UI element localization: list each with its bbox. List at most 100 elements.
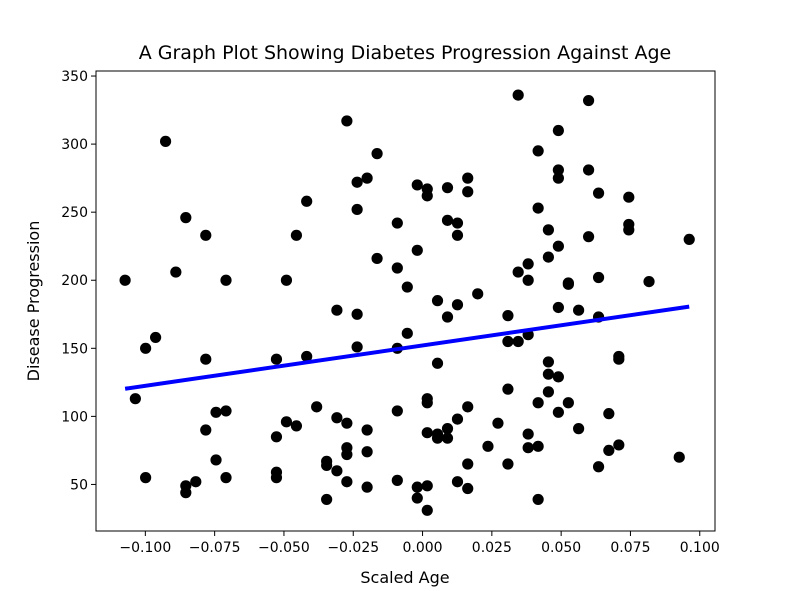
data-point xyxy=(522,258,534,270)
data-point xyxy=(512,335,524,348)
data-point xyxy=(210,406,222,418)
data-point xyxy=(270,431,283,443)
data-point xyxy=(431,432,444,444)
data-point xyxy=(331,304,343,316)
data-point xyxy=(331,412,343,424)
data-point xyxy=(441,432,454,444)
data-point xyxy=(391,405,403,417)
data-point xyxy=(522,442,534,454)
data-point xyxy=(431,295,444,307)
data-point xyxy=(482,440,494,452)
y-tick-label: 300 xyxy=(61,137,88,153)
data-point xyxy=(280,416,293,428)
data-point xyxy=(592,187,605,199)
data-point xyxy=(441,182,454,194)
data-point xyxy=(341,417,353,429)
y-axis: 50 100 150 200 250 300 350 xyxy=(61,69,96,493)
data-point xyxy=(512,89,524,101)
data-point xyxy=(532,397,544,409)
data-point xyxy=(623,224,635,236)
data-point xyxy=(150,331,162,344)
data-point xyxy=(140,472,152,484)
data-point xyxy=(532,440,544,452)
data-point xyxy=(411,244,423,256)
data-point xyxy=(552,164,564,176)
data-point xyxy=(331,465,343,477)
data-point xyxy=(200,424,212,436)
data-point xyxy=(301,350,313,363)
data-point xyxy=(552,371,564,383)
data-point xyxy=(542,224,555,236)
data-point xyxy=(391,474,403,486)
data-point xyxy=(542,251,555,263)
data-point xyxy=(140,342,152,354)
data-point xyxy=(683,233,695,245)
data-point xyxy=(361,424,373,436)
data-point xyxy=(522,274,534,286)
data-point xyxy=(401,281,413,293)
data-point xyxy=(462,172,474,184)
data-point xyxy=(603,408,615,420)
y-tick-label: 250 xyxy=(61,205,88,221)
data-point xyxy=(159,135,172,147)
data-point xyxy=(532,493,544,506)
data-point xyxy=(462,186,474,198)
data-point xyxy=(371,252,383,265)
data-point xyxy=(552,124,564,137)
x-tick-label: −0.075 xyxy=(189,540,241,556)
data-point xyxy=(613,439,625,451)
data-point xyxy=(210,454,222,466)
data-point xyxy=(472,288,484,300)
x-tick-label: 0.100 xyxy=(680,540,720,556)
data-point xyxy=(673,451,685,463)
x-tick-label: −0.100 xyxy=(119,540,171,556)
data-point xyxy=(301,195,313,207)
data-point xyxy=(643,276,655,288)
y-tick-label: 350 xyxy=(61,69,88,85)
data-point xyxy=(170,266,182,278)
data-point xyxy=(462,458,474,470)
data-point xyxy=(552,406,564,418)
data-point xyxy=(573,304,585,316)
data-point xyxy=(311,401,323,413)
data-point xyxy=(431,357,444,369)
data-point xyxy=(623,191,635,203)
x-tick-label: 0.000 xyxy=(403,540,443,556)
data-point xyxy=(451,217,464,229)
data-point xyxy=(502,383,514,395)
data-point xyxy=(220,274,232,286)
x-tick-label: 0.075 xyxy=(610,540,650,556)
chart-title: A Graph Plot Showing Diabetes Progressio… xyxy=(139,42,672,64)
data-point xyxy=(341,476,353,488)
x-axis-label: Scaled Age xyxy=(360,568,449,587)
data-point xyxy=(290,420,303,432)
data-point xyxy=(613,353,625,365)
data-point xyxy=(391,217,403,229)
data-point xyxy=(542,386,555,398)
data-point xyxy=(552,301,564,314)
data-point xyxy=(532,202,544,214)
data-point xyxy=(180,487,192,499)
data-point xyxy=(512,266,524,278)
data-point xyxy=(180,212,192,224)
data-point xyxy=(532,145,544,157)
data-point xyxy=(391,262,403,274)
data-point xyxy=(522,428,534,440)
data-point xyxy=(351,203,363,216)
data-point xyxy=(321,493,333,506)
data-point xyxy=(582,164,595,176)
data-point xyxy=(421,190,433,202)
data-point xyxy=(411,481,423,493)
data-point xyxy=(119,274,131,286)
data-point xyxy=(562,278,574,290)
data-point xyxy=(502,458,514,470)
data-point xyxy=(361,172,373,184)
data-point xyxy=(441,214,454,226)
data-point xyxy=(542,368,555,380)
data-point xyxy=(200,229,212,241)
data-point xyxy=(451,299,464,311)
data-point xyxy=(451,229,464,241)
y-tick-label: 50 xyxy=(70,477,88,493)
data-point xyxy=(421,427,433,439)
y-tick-label: 200 xyxy=(61,273,88,289)
